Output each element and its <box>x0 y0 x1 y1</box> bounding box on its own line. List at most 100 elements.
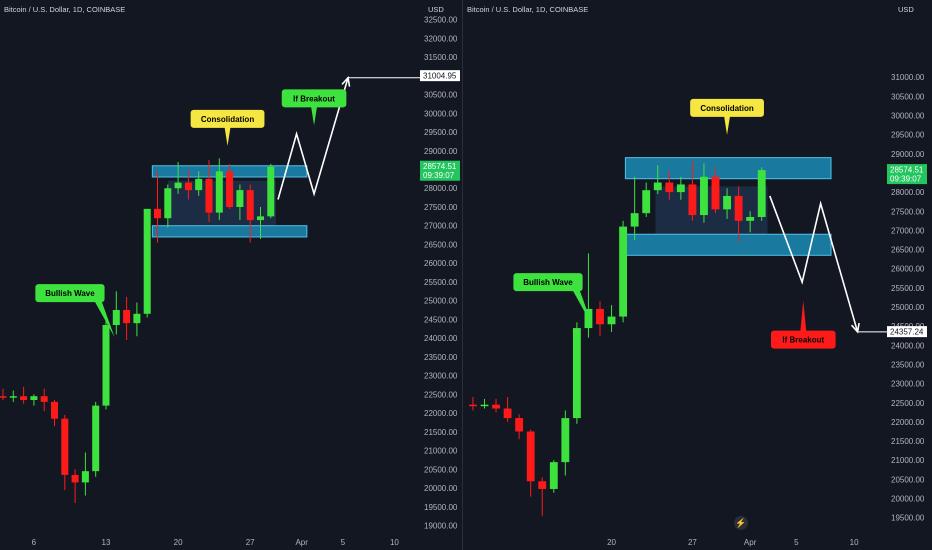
candle-body <box>492 404 500 409</box>
y-tick-label: 32000.00 <box>424 34 458 43</box>
price-label-countdown: 09:39:07 <box>423 171 455 180</box>
price-label-value: 28574.51 <box>423 162 457 171</box>
x-tick-label: 5 <box>794 538 799 547</box>
callout-box <box>190 109 265 128</box>
price-label-value: 31004.95 <box>423 72 457 81</box>
x-tick-label: Apr <box>744 538 757 547</box>
price-label-value: 24357.24 <box>890 328 924 337</box>
tradingview-logo-icon[interactable]: ⚡ <box>734 516 748 530</box>
candle-up <box>630 176 639 240</box>
candle-body <box>20 396 28 400</box>
candle-body <box>50 401 59 419</box>
y-tick-label: 19000.00 <box>424 522 458 531</box>
y-tick-label: 21500.00 <box>891 437 925 446</box>
x-tick-label: 20 <box>174 538 183 547</box>
candle-body <box>61 418 69 475</box>
candle-up <box>133 302 141 337</box>
callout-if-breakout: If Breakout <box>281 89 347 126</box>
candle-body <box>480 404 489 407</box>
price-label-bg <box>887 326 927 338</box>
y-tick-label: 26000.00 <box>424 259 458 268</box>
support-zone <box>624 233 832 256</box>
candle-down <box>538 477 547 516</box>
y-tick-label: 20500.00 <box>424 465 458 474</box>
support-zone <box>151 225 308 238</box>
callout-label: Bullish Wave <box>45 289 95 298</box>
y-tick-label: 31000.00 <box>891 73 925 82</box>
price-label-bg <box>420 70 460 82</box>
y-tick-label: 32500.00 <box>424 16 458 25</box>
callout-pointer <box>224 126 231 146</box>
candle-body <box>549 462 558 489</box>
candle-body <box>607 316 616 325</box>
y-tick-label: 30500.00 <box>424 91 458 100</box>
y-tick-label: 22500.00 <box>424 390 458 399</box>
candle-body <box>174 182 182 189</box>
candle-up <box>236 184 244 221</box>
y-tick-label: 28000.00 <box>891 188 925 197</box>
candle-down <box>123 296 131 341</box>
candle-down <box>665 171 674 200</box>
candle-body <box>757 170 766 218</box>
y-tick-label: 26500.00 <box>424 240 458 249</box>
projection-path <box>277 77 349 200</box>
candle-up <box>561 410 570 476</box>
candle-up <box>642 182 651 218</box>
candle-down <box>492 398 500 413</box>
right-chart-canvas[interactable]: 19500.00 20000.00 20500.00 21000.00 21500.00… <box>463 0 932 550</box>
candle-up <box>572 322 581 424</box>
candle-body <box>30 396 38 400</box>
x-tick-label: 27 <box>246 538 255 547</box>
callout-label: Consolidation <box>700 104 753 113</box>
candle-body <box>102 325 110 406</box>
y-tick-label: 21500.00 <box>424 428 458 437</box>
candle-body <box>143 208 151 314</box>
candle-body <box>526 431 535 482</box>
candle-body <box>205 178 213 213</box>
candle-body <box>153 208 162 219</box>
candle-up <box>174 162 182 194</box>
candle-body <box>596 308 604 325</box>
candle-down <box>184 169 192 200</box>
candle-body <box>653 182 662 191</box>
y-tick-label: 29500.00 <box>424 128 458 137</box>
candle-up <box>723 188 731 219</box>
y-tick-label: 22000.00 <box>424 409 458 418</box>
candle-body <box>538 481 547 489</box>
y-tick-label: 23000.00 <box>424 372 458 381</box>
callout-pointer <box>94 301 115 338</box>
candle-up <box>549 460 558 493</box>
candle-body <box>503 408 512 419</box>
y-tick-label: 27000.00 <box>891 226 925 235</box>
candle-body <box>246 190 254 221</box>
resistance-zone <box>624 157 832 180</box>
y-tick-label: 23500.00 <box>891 360 925 369</box>
y-tick-label: 22000.00 <box>891 418 925 427</box>
callout-consolidation: Consolidation <box>190 109 265 146</box>
left-chart-panel[interactable]: 19000.00 19500.00 20000.00 20500.00 21000.00… <box>0 0 462 550</box>
y-tick-label: 27000.00 <box>424 222 458 231</box>
candle-body <box>236 190 244 207</box>
candle-down <box>734 186 743 242</box>
y-tick-label: 20000.00 <box>891 495 925 504</box>
y-tick-label: 29000.00 <box>891 150 925 159</box>
candle-up <box>676 176 685 200</box>
left-chart-canvas[interactable]: 19000.00 19500.00 20000.00 20500.00 21000.00… <box>0 0 462 550</box>
candle-up <box>584 253 593 338</box>
candle-up <box>480 398 489 409</box>
candle-body <box>630 213 639 227</box>
y-tick-label: 27500.00 <box>891 207 925 216</box>
price-label-value: 28574.51 <box>890 166 924 175</box>
y-tick-label: 19500.00 <box>891 514 925 523</box>
candle-down <box>526 429 535 497</box>
candle-up <box>81 452 89 496</box>
callout-pointer <box>724 115 731 135</box>
y-tick-label: 28000.00 <box>424 184 458 193</box>
target-price-label: 31004.95 <box>420 70 460 82</box>
right-chart-panel[interactable]: 19500.00 20000.00 20500.00 21000.00 21500.00… <box>462 0 932 550</box>
candle-body <box>9 396 17 398</box>
candle-down <box>50 399 59 427</box>
left-chart-title: Bitcoin / U.S. Dollar, 1D, COINBASE <box>4 5 126 14</box>
candle-up <box>256 206 265 239</box>
